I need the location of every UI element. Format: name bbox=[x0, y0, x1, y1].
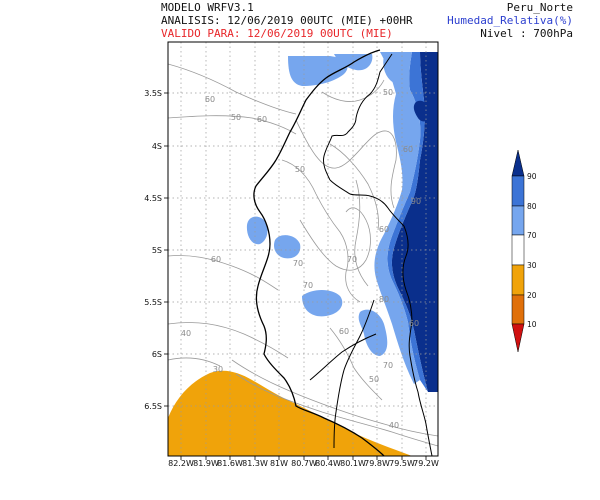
moist-patch-coast-north bbox=[383, 56, 404, 84]
model-title: MODELO WRFV3.1 bbox=[161, 1, 254, 14]
moist-patch-center-west bbox=[274, 235, 301, 259]
contour-label: 60 bbox=[211, 255, 221, 264]
lat-label: 5S bbox=[152, 246, 162, 255]
lon-label: 79.5W bbox=[389, 459, 415, 468]
contour-label: 70 bbox=[347, 255, 357, 264]
coastline bbox=[253, 49, 385, 456]
contour-label: 70 bbox=[383, 361, 393, 370]
lat-label: 6.5S bbox=[144, 402, 162, 411]
colorbar-label: 90 bbox=[527, 172, 537, 181]
pressure-level: Nivel : 700hPa bbox=[480, 27, 573, 40]
lat-label: 3.5S bbox=[144, 89, 162, 98]
colorbar-label: 10 bbox=[527, 320, 537, 329]
contour-lines bbox=[168, 63, 438, 447]
low-humidity-region bbox=[168, 370, 412, 456]
colorbar-label: 70 bbox=[527, 231, 537, 240]
colorbar-label: 30 bbox=[527, 261, 537, 270]
contour-label: 80 bbox=[379, 295, 389, 304]
moderate-humidity-band bbox=[374, 52, 421, 384]
contour-label: 50 bbox=[295, 165, 305, 174]
contour-label: 30 bbox=[213, 365, 223, 374]
colorbar-cap-bottom bbox=[511, 323, 525, 353]
contour-label: 60 bbox=[339, 327, 349, 336]
contour-label: 50 bbox=[369, 375, 379, 384]
analysis-time: ANALISIS: 12/06/2019 00UTC (MIE) +00HR bbox=[161, 14, 413, 27]
lon-label: 81.3W bbox=[242, 459, 268, 468]
colorbar: 90 80 70 30 20 10 bbox=[511, 149, 537, 353]
high-humidity-region bbox=[391, 52, 438, 392]
colorbar-cap-top bbox=[511, 149, 525, 177]
colorbar-label: 20 bbox=[527, 291, 537, 300]
lon-label: 79.8W bbox=[364, 459, 390, 468]
colorbar-label: 80 bbox=[527, 202, 537, 211]
contour-label: 60 bbox=[379, 225, 389, 234]
colorbar-segment-20-30 bbox=[511, 264, 525, 296]
contour-label: 60 bbox=[257, 115, 267, 124]
lon-label: 82.2W bbox=[168, 459, 194, 468]
variable-name: Humedad_Relativa(%) bbox=[447, 14, 573, 27]
contour-label: 90 bbox=[411, 197, 421, 206]
lon-label: 81.9W bbox=[193, 459, 219, 468]
colorbar-segment-70-80 bbox=[511, 205, 525, 236]
lon-label: 81.6W bbox=[217, 459, 243, 468]
valid-time: VALIDO PARA: 12/06/2019 00UTC (MIE) bbox=[161, 27, 393, 40]
contour-label: 40 bbox=[389, 421, 399, 430]
contour-label: 60 bbox=[409, 319, 419, 328]
country-border bbox=[309, 53, 433, 456]
lon-label: 80.7W bbox=[291, 459, 317, 468]
moist-patch-west bbox=[246, 216, 268, 245]
map-frame bbox=[167, 41, 439, 457]
moist-patch-center bbox=[302, 290, 343, 317]
lon-label: 80.4W bbox=[315, 459, 341, 468]
contour-label: 70 bbox=[303, 281, 313, 290]
contour-label: 60 bbox=[205, 95, 215, 104]
lat-label: 6S bbox=[152, 350, 162, 359]
lon-label: 81W bbox=[270, 459, 288, 468]
lon-label: 80.1W bbox=[340, 459, 366, 468]
lat-label: 4S bbox=[152, 142, 162, 151]
region-name: Peru_Norte bbox=[506, 1, 573, 14]
contour-label: 40 bbox=[181, 329, 191, 338]
moist-patch-northwest bbox=[288, 56, 348, 86]
contour-label: 70 bbox=[293, 259, 303, 268]
lat-label: 5.5S bbox=[144, 298, 162, 307]
contour-label: 50 bbox=[383, 88, 393, 97]
lat-label: 4.5S bbox=[144, 194, 162, 203]
colorbar-segment-30-70 bbox=[511, 234, 525, 266]
lon-label: 79.2W bbox=[413, 459, 439, 468]
colorbar-segment-80-90 bbox=[511, 175, 525, 207]
moist-patch-south-center bbox=[358, 309, 388, 356]
contour-label: 50 bbox=[231, 113, 241, 122]
graticule bbox=[168, 42, 438, 456]
colorbar-segment-10-20 bbox=[511, 294, 525, 325]
contour-label: 60 bbox=[403, 145, 413, 154]
